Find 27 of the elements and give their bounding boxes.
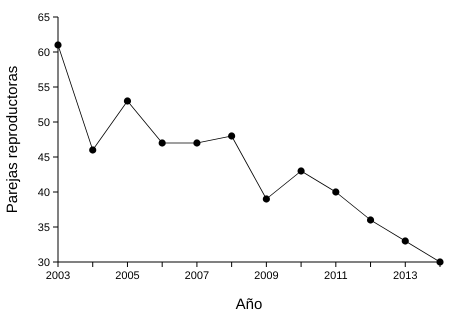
point xyxy=(228,132,236,140)
y-tick-label: 65 xyxy=(38,12,50,24)
point xyxy=(158,139,166,147)
y-tick-label: 45 xyxy=(38,152,50,164)
x-tick-label: 2013 xyxy=(393,270,418,282)
y-tick-label: 55 xyxy=(38,82,50,94)
point xyxy=(124,97,132,105)
point xyxy=(54,41,62,49)
y-tick-label: 60 xyxy=(38,46,50,59)
x-tick-label: 2007 xyxy=(184,270,210,282)
point xyxy=(193,139,201,147)
y-tick-label: 35 xyxy=(38,222,50,234)
y-tick-label: 40 xyxy=(38,186,50,199)
y-tick-label: 50 xyxy=(38,116,50,129)
point xyxy=(297,167,305,175)
x-axis-title: Año xyxy=(236,296,262,313)
y-tick-label: 30 xyxy=(38,256,50,269)
point xyxy=(332,188,340,196)
point xyxy=(366,216,374,224)
x-tick-label: 2003 xyxy=(46,270,70,282)
point xyxy=(89,146,96,154)
x-tick-label: 2005 xyxy=(115,270,140,282)
point xyxy=(262,195,270,203)
x-tick-label: 2009 xyxy=(254,270,279,282)
x-tick-label: 2011 xyxy=(324,270,348,282)
y-axis-title: Parejas reproductoras xyxy=(4,66,21,214)
point xyxy=(402,237,409,245)
